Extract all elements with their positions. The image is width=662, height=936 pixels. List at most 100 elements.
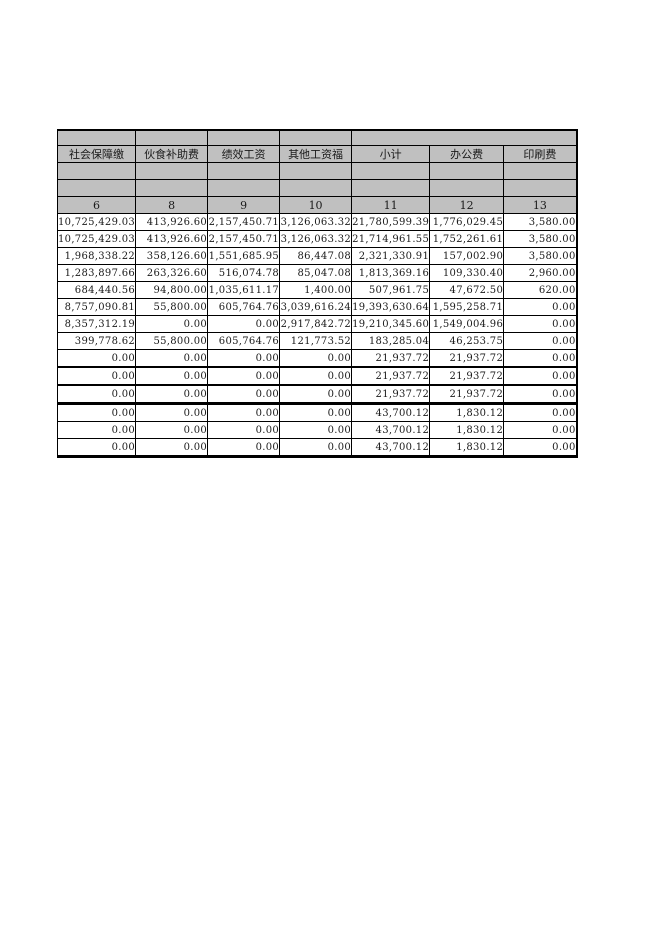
table-cell[interactable]: 3,580.00 <box>503 230 578 248</box>
table-cell[interactable]: 1,400.00 <box>279 281 353 299</box>
table-cell[interactable]: 109,330.40 <box>429 264 505 282</box>
table-cell[interactable]: 0.00 <box>135 349 209 368</box>
table-cell[interactable]: 10,725,429.03 <box>56 213 137 231</box>
table-cell[interactable]: 0.00 <box>503 315 578 333</box>
table-cell[interactable]: 0.00 <box>503 298 578 316</box>
table-cell[interactable]: 10,725,429.03 <box>56 230 137 248</box>
table-cell[interactable]: 413,926.60 <box>135 230 209 248</box>
column-number-cell[interactable]: 13 <box>503 196 578 214</box>
table-cell[interactable]: 3,039,616.24 <box>279 298 353 316</box>
table-cell[interactable]: 0.00 <box>56 403 137 422</box>
band-cell[interactable] <box>56 129 137 146</box>
column-number-cell[interactable]: 12 <box>429 196 505 214</box>
column-number-cell[interactable]: 11 <box>351 196 431 214</box>
table-cell[interactable]: 55,800.00 <box>135 298 209 316</box>
table-cell[interactable]: 21,937.72 <box>429 349 505 368</box>
table-cell[interactable]: 0.00 <box>135 315 209 333</box>
table-cell[interactable]: 0.00 <box>503 421 578 439</box>
header-cell-performance-pay[interactable]: 绩效工资 <box>207 145 281 163</box>
table-cell[interactable]: 1,551,685.95 <box>207 247 281 265</box>
table-cell[interactable]: 0.00 <box>279 421 353 439</box>
header-cell-subtotal[interactable]: 小计 <box>351 145 431 163</box>
header-cell-printing-fee[interactable]: 印刷费 <box>503 145 578 163</box>
table-cell[interactable]: 0.00 <box>135 384 209 405</box>
table-cell[interactable]: 0.00 <box>207 384 281 405</box>
empty-cell[interactable] <box>56 179 137 197</box>
empty-cell[interactable] <box>279 162 353 180</box>
table-cell[interactable]: 358,126.60 <box>135 247 209 265</box>
header-cell-meal-subsidy[interactable]: 伙食补助费 <box>135 145 209 163</box>
table-cell[interactable]: 620.00 <box>503 281 578 299</box>
table-cell[interactable]: 3,126,063.32 <box>279 230 353 248</box>
table-cell[interactable]: 0.00 <box>56 366 137 386</box>
table-cell[interactable]: 1,968,338.22 <box>56 247 137 265</box>
table-cell[interactable]: 3,126,063.32 <box>279 213 353 231</box>
table-cell[interactable]: 21,937.72 <box>351 366 431 386</box>
table-cell[interactable]: 0.00 <box>207 421 281 439</box>
table-cell[interactable]: 8,757,090.81 <box>56 298 137 316</box>
table-cell[interactable]: 605,764.76 <box>207 298 281 316</box>
table-cell[interactable]: 2,157,450.71 <box>207 230 281 248</box>
empty-cell[interactable] <box>351 179 431 197</box>
table-cell[interactable]: 21,937.72 <box>429 366 505 386</box>
table-cell[interactable]: 46,253.75 <box>429 332 505 350</box>
table-cell[interactable]: 0.00 <box>207 403 281 422</box>
table-cell[interactable]: 0.00 <box>503 403 578 422</box>
table-cell[interactable]: 3,580.00 <box>503 213 578 231</box>
table-cell[interactable]: 1,283,897.66 <box>56 264 137 282</box>
table-cell[interactable]: 21,780,599.39 <box>351 213 431 231</box>
table-cell[interactable]: 21,937.72 <box>429 384 505 405</box>
table-cell[interactable]: 1,830.12 <box>429 403 505 422</box>
table-cell[interactable]: 1,813,369.16 <box>351 264 431 282</box>
band-cell[interactable] <box>135 129 209 146</box>
table-cell[interactable]: 605,764.76 <box>207 332 281 350</box>
table-cell[interactable]: 413,926.60 <box>135 213 209 231</box>
table-cell[interactable]: 2,321,330.91 <box>351 247 431 265</box>
table-cell[interactable]: 0.00 <box>279 403 353 422</box>
table-cell[interactable]: 1,595,258.71 <box>429 298 505 316</box>
table-cell[interactable]: 507,961.75 <box>351 281 431 299</box>
table-cell[interactable]: 0.00 <box>135 421 209 439</box>
table-cell[interactable]: 1,752,261.61 <box>429 230 505 248</box>
table-cell[interactable]: 2,960.00 <box>503 264 578 282</box>
table-cell[interactable]: 0.00 <box>56 384 137 405</box>
band-cell[interactable] <box>279 129 353 146</box>
table-cell[interactable]: 0.00 <box>207 315 281 333</box>
empty-cell[interactable] <box>429 162 505 180</box>
table-cell[interactable]: 86,447.08 <box>279 247 353 265</box>
table-cell[interactable]: 0.00 <box>207 366 281 386</box>
column-number-cell[interactable]: 8 <box>135 196 209 214</box>
table-cell[interactable]: 0.00 <box>56 438 137 457</box>
table-cell[interactable]: 0.00 <box>279 366 353 386</box>
table-cell[interactable]: 0.00 <box>135 403 209 422</box>
table-cell[interactable]: 94,800.00 <box>135 281 209 299</box>
table-cell[interactable]: 2,157,450.71 <box>207 213 281 231</box>
table-cell[interactable]: 516,074.78 <box>207 264 281 282</box>
table-cell[interactable]: 0.00 <box>207 438 281 457</box>
empty-cell[interactable] <box>279 179 353 197</box>
table-cell[interactable]: 1,830.12 <box>429 438 505 457</box>
table-cell[interactable]: 0.00 <box>135 438 209 457</box>
table-cell[interactable]: 0.00 <box>207 349 281 368</box>
table-cell[interactable]: 1,035,611.17 <box>207 281 281 299</box>
table-cell[interactable]: 0.00 <box>279 349 353 368</box>
table-cell[interactable]: 0.00 <box>503 332 578 350</box>
table-cell[interactable]: 21,714,961.55 <box>351 230 431 248</box>
empty-cell[interactable] <box>207 179 281 197</box>
empty-cell[interactable] <box>56 162 137 180</box>
empty-cell[interactable] <box>429 179 505 197</box>
table-cell[interactable]: 8,357,312.19 <box>56 315 137 333</box>
table-cell[interactable]: 19,210,345.60 <box>351 315 431 333</box>
column-number-cell[interactable]: 10 <box>279 196 353 214</box>
table-cell[interactable]: 0.00 <box>503 384 578 405</box>
empty-cell[interactable] <box>503 179 578 197</box>
table-cell[interactable]: 0.00 <box>279 438 353 457</box>
table-cell[interactable]: 3,580.00 <box>503 247 578 265</box>
table-cell[interactable]: 85,047.08 <box>279 264 353 282</box>
band-cell-merged[interactable] <box>351 129 578 146</box>
header-cell-office-expense[interactable]: 办公费 <box>429 145 505 163</box>
table-cell[interactable]: 43,700.12 <box>351 438 431 457</box>
table-cell[interactable]: 0.00 <box>503 438 578 457</box>
empty-cell[interactable] <box>135 162 209 180</box>
table-cell[interactable]: 121,773.52 <box>279 332 353 350</box>
